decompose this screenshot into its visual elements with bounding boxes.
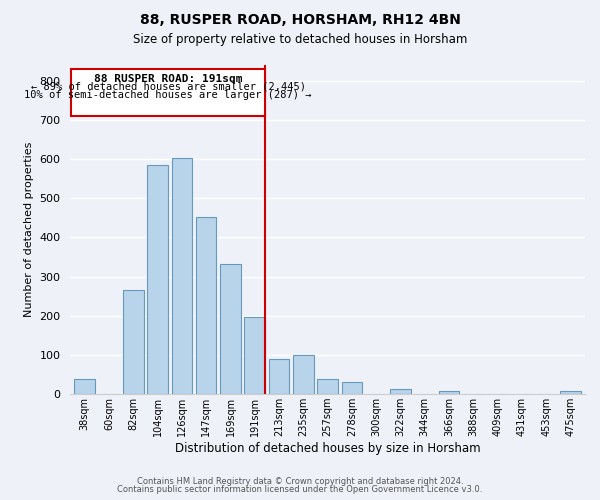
Text: 88 RUSPER ROAD: 191sqm: 88 RUSPER ROAD: 191sqm [94, 74, 242, 84]
Text: 88, RUSPER ROAD, HORSHAM, RH12 4BN: 88, RUSPER ROAD, HORSHAM, RH12 4BN [140, 12, 460, 26]
Bar [147, 165, 168, 394]
Bar [293, 354, 314, 394]
Bar [220, 264, 241, 394]
Text: ← 89% of detached houses are smaller (2,445): ← 89% of detached houses are smaller (2,… [31, 82, 306, 92]
Bar [439, 391, 460, 394]
Text: Contains public sector information licensed under the Open Government Licence v3: Contains public sector information licen… [118, 485, 482, 494]
Bar [269, 359, 289, 394]
Bar [560, 391, 581, 394]
Bar [244, 317, 265, 394]
Bar [317, 380, 338, 394]
Bar [390, 390, 411, 394]
Y-axis label: Number of detached properties: Number of detached properties [24, 142, 34, 318]
FancyBboxPatch shape [71, 69, 265, 116]
Bar [172, 158, 192, 394]
Bar [341, 382, 362, 394]
Bar [123, 290, 143, 394]
Text: 10% of semi-detached houses are larger (287) →: 10% of semi-detached houses are larger (… [25, 90, 312, 100]
Bar [196, 216, 217, 394]
X-axis label: Distribution of detached houses by size in Horsham: Distribution of detached houses by size … [175, 442, 481, 455]
Text: Contains HM Land Registry data © Crown copyright and database right 2024.: Contains HM Land Registry data © Crown c… [137, 477, 463, 486]
Text: Size of property relative to detached houses in Horsham: Size of property relative to detached ho… [133, 32, 467, 46]
Bar [74, 380, 95, 394]
